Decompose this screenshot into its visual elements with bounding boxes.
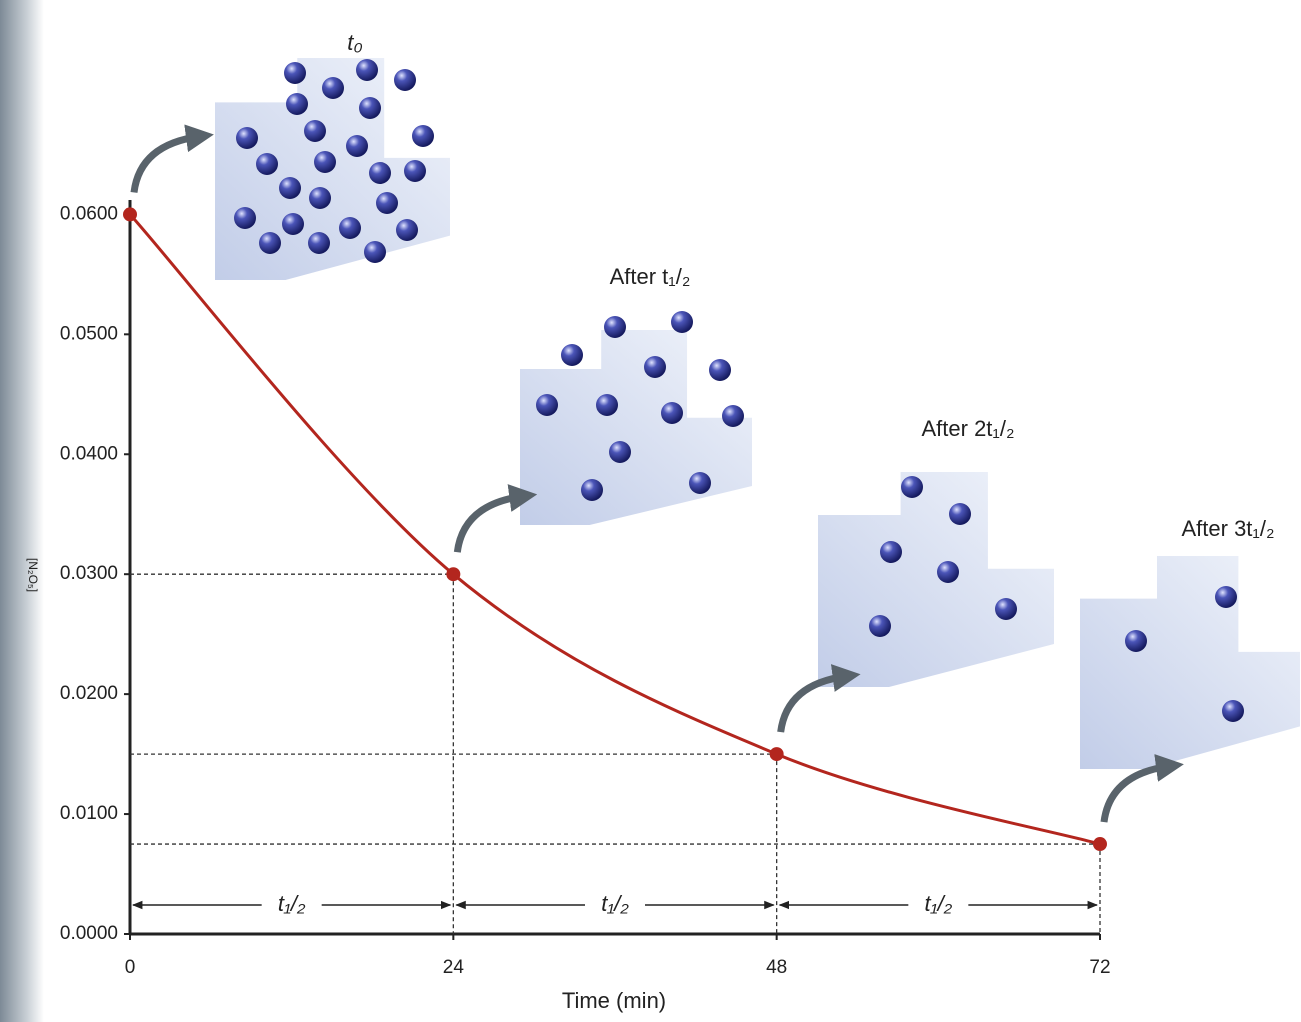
x-tick-label: 72 — [1089, 957, 1110, 978]
data-point — [1093, 837, 1107, 851]
y-tick-label: 0.0300 — [60, 563, 118, 584]
molecule — [596, 394, 618, 416]
annotation: t₀ — [347, 30, 362, 55]
molecule — [689, 472, 711, 494]
interval-label: t₁/₂ — [601, 891, 629, 916]
molecule — [259, 232, 281, 254]
y-tick-label: 0.0000 — [60, 923, 118, 944]
molecule — [394, 69, 416, 91]
molecule — [722, 405, 744, 427]
illustration-panel — [520, 330, 752, 525]
data-point — [446, 567, 460, 581]
y-tick-label: 0.0400 — [60, 443, 118, 464]
illustration — [1080, 556, 1300, 769]
x-tick-label: 24 — [443, 957, 465, 978]
page-edge — [0, 0, 44, 1022]
molecule — [284, 62, 306, 84]
molecule — [1125, 630, 1147, 652]
molecule — [396, 219, 418, 241]
molecule — [308, 232, 330, 254]
molecule — [671, 311, 693, 333]
data-point — [770, 747, 784, 761]
illustration — [520, 311, 752, 525]
molecule — [304, 120, 326, 142]
pointer-arrow — [457, 496, 523, 552]
y-tick-label: 0.0200 — [60, 683, 118, 704]
molecule — [901, 476, 923, 498]
chart: Time (min) [N₂O₅] t₀ After t₁/₂ After 2t₁/… — [0, 0, 1301, 1022]
interval-label: t₁/₂ — [278, 891, 306, 916]
molecule — [869, 615, 891, 637]
molecule — [339, 217, 361, 239]
y-tick-label: 0.0600 — [60, 203, 118, 224]
x-tick-label: 0 — [125, 957, 136, 978]
molecule — [880, 541, 902, 563]
interval-label: t₁/₂ — [925, 891, 953, 916]
molecule — [322, 77, 344, 99]
molecule — [282, 213, 304, 235]
molecule — [1215, 586, 1237, 608]
molecule — [404, 160, 426, 182]
y-tick-label: 0.0500 — [60, 323, 118, 344]
illustration — [818, 472, 1054, 687]
molecule — [412, 125, 434, 147]
annotation: After t₁/₂ — [610, 264, 691, 289]
molecule — [644, 356, 666, 378]
molecule — [256, 153, 278, 175]
annotation: After 3t₁/₂ — [1182, 516, 1275, 541]
pointer-arrow — [1104, 766, 1170, 822]
molecule — [561, 344, 583, 366]
pointer-arrow — [134, 136, 200, 192]
molecule — [536, 394, 558, 416]
molecule — [356, 59, 378, 81]
molecule — [1222, 700, 1244, 722]
molecule — [937, 561, 959, 583]
molecule — [709, 359, 731, 381]
illustration — [215, 58, 450, 280]
molecule — [234, 207, 256, 229]
x-tick-label: 48 — [766, 957, 787, 978]
molecule — [364, 241, 386, 263]
molecule — [604, 316, 626, 338]
molecule — [346, 135, 368, 157]
molecule — [314, 151, 336, 173]
molecule — [581, 479, 603, 501]
annotation: After 2t₁/₂ — [922, 416, 1015, 441]
molecule — [949, 503, 971, 525]
molecule — [236, 127, 258, 149]
illustration-panel — [1080, 556, 1300, 769]
molecule — [661, 402, 683, 424]
molecule — [995, 598, 1017, 620]
x-axis-label: Time (min) — [562, 988, 666, 1013]
y-tick-label: 0.0100 — [60, 803, 118, 824]
molecule — [309, 187, 331, 209]
data-point — [123, 207, 137, 221]
page: {"chart_data": {"type": "line", "y_label… — [0, 0, 1301, 1022]
molecule — [279, 177, 301, 199]
molecule — [376, 192, 398, 214]
y-axis-label: [N₂O₅] — [26, 558, 40, 592]
illustration-panel — [818, 472, 1054, 687]
molecule — [359, 97, 381, 119]
molecule — [369, 162, 391, 184]
molecule — [609, 441, 631, 463]
molecule — [286, 93, 308, 115]
